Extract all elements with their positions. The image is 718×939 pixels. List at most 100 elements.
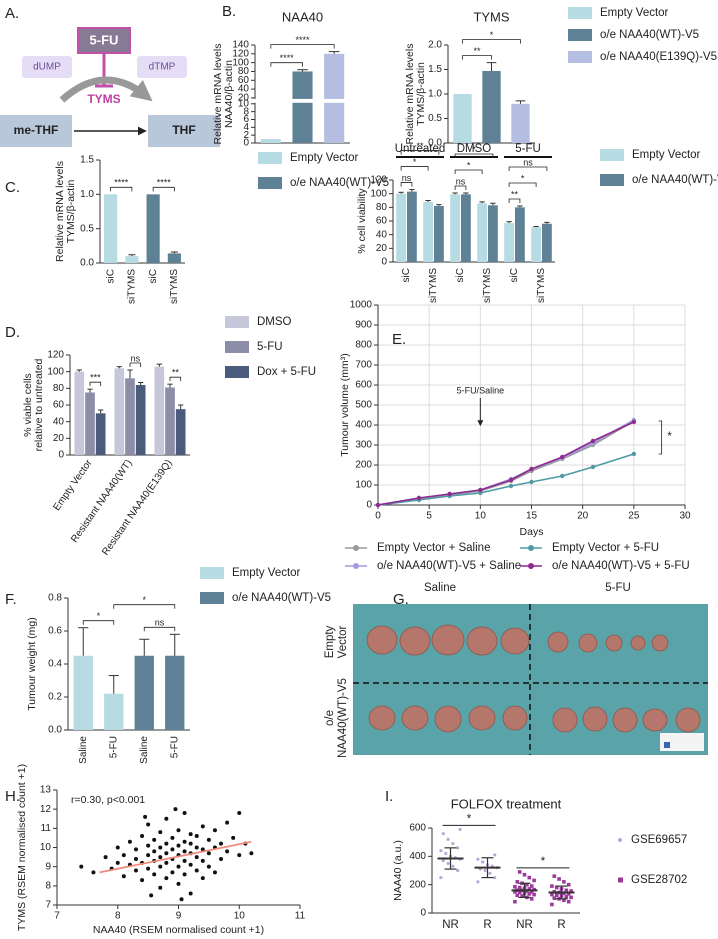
x-tick-label: siTYMS	[169, 269, 180, 304]
point	[458, 827, 462, 832]
point	[522, 872, 527, 877]
significance-label: *	[413, 157, 417, 167]
significance-label: **	[172, 368, 180, 378]
point	[194, 834, 199, 838]
point	[146, 822, 151, 827]
legend-swatch	[568, 29, 592, 41]
y-tick-label: 80	[238, 66, 250, 77]
point	[115, 845, 120, 850]
point	[115, 860, 120, 865]
point	[182, 872, 187, 877]
significance-label: *	[490, 30, 494, 40]
y-tick-label: 20	[238, 93, 250, 104]
bar	[74, 371, 85, 455]
point	[481, 860, 485, 864]
bar	[135, 385, 146, 455]
bar	[461, 194, 471, 262]
point	[631, 451, 637, 457]
point	[149, 893, 154, 898]
y-axis-label: NAA40 (a.u.)	[392, 840, 404, 901]
point	[456, 846, 460, 850]
y-tick-label: 300	[355, 440, 372, 451]
ruler-mark	[664, 742, 670, 748]
significance-label: ns	[523, 157, 533, 167]
point	[446, 861, 450, 866]
bar	[477, 203, 487, 262]
bar	[104, 194, 118, 263]
significance-label: ****	[157, 178, 172, 188]
point	[200, 824, 205, 829]
point	[560, 454, 565, 460]
point	[444, 851, 448, 856]
point	[146, 843, 151, 848]
y-tick-label: 120	[232, 48, 249, 59]
bar	[504, 223, 514, 262]
x-tick-label: 5-FU	[108, 736, 119, 758]
point	[569, 889, 573, 893]
x-tick-label: 5-FU	[169, 736, 180, 758]
y-tick-label: 0.2	[48, 692, 62, 703]
y-tick-label: 100	[355, 480, 372, 491]
y-tick-label: 0.0	[48, 725, 62, 736]
x-tick-label: 8	[115, 911, 121, 922]
bar	[450, 194, 460, 262]
significance-label: ****	[295, 35, 310, 45]
significance-bracket	[110, 186, 133, 192]
significance-bracket	[113, 604, 176, 609]
bar	[125, 378, 135, 455]
point	[237, 853, 242, 858]
significance-bracket	[169, 376, 182, 382]
legend-swatch	[528, 545, 534, 551]
y-tick-label: 200	[355, 460, 372, 471]
significance-label: *	[667, 431, 672, 443]
point	[513, 899, 517, 904]
panel-label: A.	[5, 5, 19, 22]
y-tick-label: 0	[420, 908, 426, 919]
ruler	[660, 733, 704, 751]
point	[554, 885, 559, 890]
y-tick-label: 1.0	[428, 89, 442, 100]
series-line	[377, 420, 635, 506]
trend-line	[99, 840, 252, 874]
legend-label: o/e NAA40(WT)-V5	[600, 29, 699, 41]
point	[525, 882, 529, 887]
y-tick-label: 0	[243, 138, 249, 149]
point	[416, 495, 422, 501]
significance-label: ***	[90, 373, 101, 383]
bar	[511, 103, 530, 143]
y-tick-label: 140	[232, 40, 249, 51]
point	[493, 875, 497, 880]
significance-bracket	[152, 186, 175, 192]
y-tick-label: 20	[53, 433, 65, 444]
point	[158, 855, 163, 860]
y-tick-label: 60	[238, 75, 250, 86]
bar	[114, 368, 125, 455]
significance-label: **	[473, 46, 481, 56]
point	[176, 864, 181, 869]
legend-label: Empty Vector	[290, 152, 359, 164]
x-tick-label: 25	[628, 511, 640, 522]
legend-swatch	[618, 877, 623, 883]
point	[103, 855, 108, 860]
bar	[154, 366, 165, 455]
y-tick-label: 0	[58, 450, 64, 461]
group-label: Untreated	[395, 143, 446, 155]
chart-title: TYMS	[473, 9, 509, 24]
x-tick-label: 30	[679, 511, 691, 522]
point	[517, 885, 522, 890]
legend-label: o/e NAA40(WT)-V5	[232, 592, 331, 604]
legend-swatch	[600, 149, 624, 161]
point	[508, 483, 514, 489]
x-tick-label: siTYMS	[428, 268, 439, 303]
point	[200, 847, 205, 852]
significance-label: **	[416, 141, 424, 151]
point	[476, 880, 480, 884]
y-tick-label: 600	[355, 380, 372, 391]
x-tick-label: Saline	[78, 736, 89, 764]
legend-swatch	[353, 545, 359, 551]
y-tick-label: 60	[53, 400, 65, 411]
reactant-box	[0, 115, 72, 147]
significance-bracket	[270, 44, 335, 49]
y-tick-label: 4	[243, 122, 249, 133]
y-tick-label: 400	[409, 851, 426, 862]
